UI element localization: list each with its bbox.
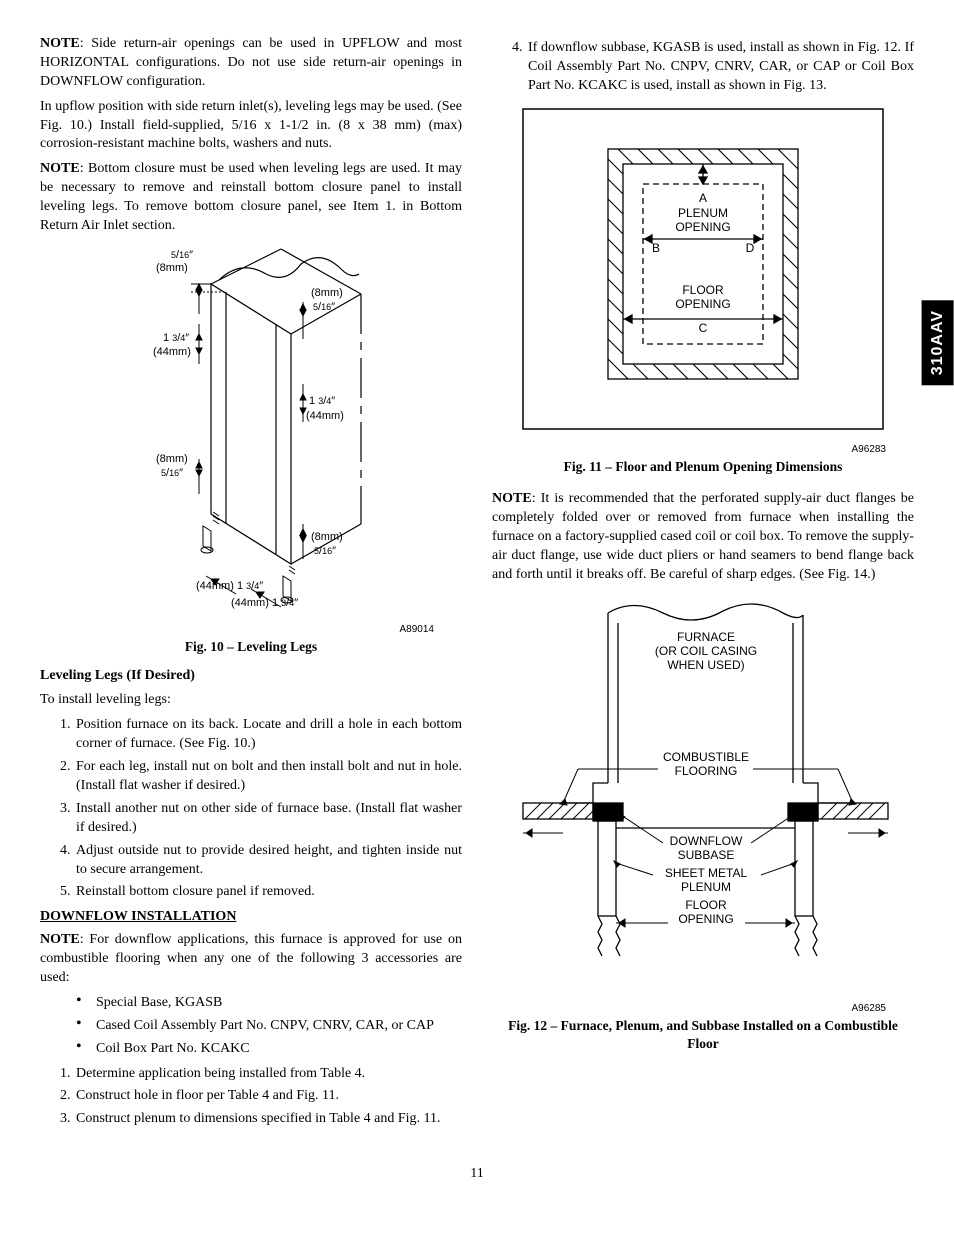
svg-text:(44mm): (44mm) [153,346,191,358]
fig10-caption: Fig. 10 – Leveling Legs [40,638,462,656]
figure-11: A PLENUM OPENING B D FLOOR OPENING C A96… [492,104,914,477]
figure-12: FURNACE (OR COIL CASING WHEN USED) COMBU… [492,593,914,1054]
note-3: NOTE: For downflow applications, this fu… [40,931,462,988]
svg-text:SHEET METAL: SHEET METAL [665,866,748,880]
note-text: : It is recommended that the perforated … [492,491,914,582]
list-item: Coil Box Part No. KCAKC [82,1040,462,1059]
svg-text:DOWNFLOW: DOWNFLOW [670,834,743,848]
note-text: : Bottom closure must be used when level… [40,161,462,233]
list-item: Position furnace on its back. Locate and… [74,716,462,754]
svg-text:WHEN USED): WHEN USED) [667,658,744,672]
svg-text:FLOOR: FLOOR [682,283,724,297]
note-2: NOTE: Bottom closure must be used when l… [40,160,462,236]
svg-text:OPENING: OPENING [678,912,733,926]
note-label: NOTE [40,932,80,947]
svg-text:(8mm): (8mm) [156,453,188,465]
para-upflow: In upflow position with side return inle… [40,98,462,155]
list-item: Adjust outside nut to provide desired he… [74,842,462,880]
list-item: Install another nut on other side of fur… [74,800,462,838]
svg-text:FURNACE: FURNACE [677,630,735,644]
svg-text:OPENING: OPENING [675,220,730,234]
leveling-intro: To install leveling legs: [40,691,462,710]
fig11-caption: Fig. 11 – Floor and Plenum Opening Dimen… [492,458,914,476]
downflow-steps-cont: If downflow subbase, KGASB is used, inst… [492,39,914,96]
note-text: : For downflow applications, this furnac… [40,932,462,985]
svg-text:SUBBASE: SUBBASE [678,848,735,862]
note-label: NOTE [40,36,80,51]
svg-text:PLENUM: PLENUM [678,206,728,220]
note-1: NOTE: Side return-air openings can be us… [40,35,462,92]
svg-text:1 3/4″: 1 3/4″ [163,332,189,344]
svg-text:D: D [746,241,755,255]
list-item: Cased Coil Assembly Part No. CNPV, CNRV,… [82,1017,462,1036]
svg-text:(44mm): (44mm) [306,410,344,422]
fig11-id: A96283 [492,443,914,457]
leveling-header: Leveling Legs (If Desired) [40,667,462,686]
svg-text:5/16″: 5/16″ [314,545,336,557]
list-item: For each leg, install nut on bolt and th… [74,758,462,796]
svg-text:PLENUM: PLENUM [681,880,731,894]
right-column: If downflow subbase, KGASB is used, inst… [492,35,914,1135]
note-label: NOTE [492,491,532,506]
accessory-bullets: Special Base, KGASB Cased Coil Assembly … [40,994,462,1059]
fig12-id: A96285 [492,1002,914,1016]
side-tab: 310AAV [922,300,954,385]
list-item: Construct plenum to dimensions specified… [74,1110,462,1129]
note-label: NOTE [40,161,80,176]
svg-text:COMBUSTIBLE: COMBUSTIBLE [663,750,749,764]
leveling-steps: Position furnace on its back. Locate and… [40,716,462,902]
list-item: Construct hole in floor per Table 4 and … [74,1087,462,1106]
note-text: : Side return-air openings can be used i… [40,36,462,89]
page-number: 11 [40,1165,914,1184]
svg-text:(44mm) 1 3/4″: (44mm) 1 3/4″ [196,580,263,592]
note-4: NOTE: It is recommended that the perfora… [492,490,914,584]
svg-text:C: C [699,321,708,335]
downflow-steps: Determine application being installed fr… [40,1065,462,1130]
figure-10: 5/16″ (8mm) (8mm) 5/16″ 1 3/4″ (44mm) 1 … [40,244,462,657]
svg-text:(8mm): (8mm) [311,531,343,543]
list-item: If downflow subbase, KGASB is used, inst… [526,39,914,96]
fig10-id: A89014 [40,623,462,637]
svg-text:5/16″: 5/16″ [171,249,193,261]
fig12-caption: Fig. 12 – Furnace, Plenum, and Subbase I… [492,1017,914,1053]
svg-text:FLOOR: FLOOR [685,898,727,912]
svg-text:OPENING: OPENING [675,297,730,311]
svg-text:A: A [699,191,707,205]
svg-text:(OR COIL CASING: (OR COIL CASING [655,644,757,658]
svg-text:5/16″: 5/16″ [161,467,183,479]
svg-text:FLOORING: FLOORING [675,764,738,778]
svg-text:(8mm): (8mm) [156,262,188,274]
svg-text:(44mm) 1 3/4″: (44mm) 1 3/4″ [231,597,298,609]
left-column: NOTE: Side return-air openings can be us… [40,35,462,1135]
list-item: Special Base, KGASB [82,994,462,1013]
list-item: Reinstall bottom closure panel if remove… [74,883,462,902]
svg-text:5/16″: 5/16″ [313,301,335,313]
downflow-header: DOWNFLOW INSTALLATION [40,908,462,927]
list-item: Determine application being installed fr… [74,1065,462,1084]
svg-text:B: B [652,241,660,255]
svg-text:(8mm): (8mm) [311,287,343,299]
svg-text:1 3/4″: 1 3/4″ [309,395,335,407]
